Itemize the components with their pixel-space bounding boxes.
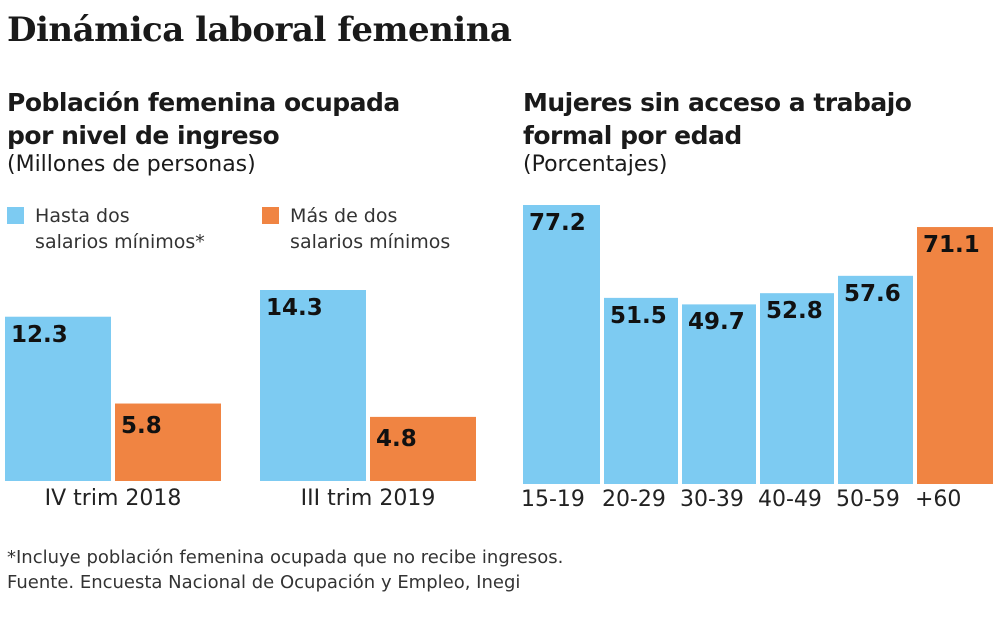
bar-mas-de-dos-0 [115, 403, 221, 481]
bar-value-label: 77.2 [529, 210, 586, 236]
legend-item-mas-de-dos: Más de dos salarios mínimos [262, 203, 450, 255]
bar-age-0 [523, 205, 600, 484]
bar-value-label: 49.7 [688, 309, 745, 336]
legend-label-line1: Más de dos [290, 205, 398, 227]
legend-swatch-orange [262, 207, 279, 224]
bar-hasta-dos-0 [5, 316, 111, 481]
left-chart-title-line2: por nivel de ingreso [7, 121, 280, 150]
bar-value-label: 4.8 [376, 425, 417, 452]
source: Fuente. Encuesta Nacional de Ocupación y… [7, 572, 521, 593]
legend-item-hasta-dos: Hasta dos salarios mínimos* [7, 203, 205, 255]
right-chart-unit: (Porcentajes) [523, 152, 668, 177]
category-label: +60 [915, 487, 962, 512]
category-label: 20-29 [602, 487, 666, 512]
left-chart-header: Población femenina ocupada por nivel de … [7, 86, 400, 177]
right-chart-title-line2: formal por edad [523, 121, 742, 150]
category-label: IV trim 2018 [44, 486, 182, 511]
bar-age-3 [760, 293, 834, 484]
bar-value-label: 71.1 [923, 232, 980, 259]
right-chart-title-line1: Mujeres sin acceso a trabajo [523, 88, 912, 117]
legend-label-line1: Hasta dos [35, 205, 130, 227]
category-label: 50-59 [836, 487, 900, 512]
bar-age-5 [917, 227, 993, 484]
bar-value-label: 14.3 [266, 295, 323, 321]
bar-value-label: 5.8 [121, 412, 162, 439]
bar-mas-de-dos-1 [370, 416, 476, 481]
legend-label-line2: salarios mínimos* [35, 231, 205, 253]
bar-value-label: 12.3 [11, 321, 68, 348]
category-label: 15-19 [521, 487, 585, 512]
category-label: 30-39 [680, 487, 744, 512]
legend-label-line2: salarios mínimos [290, 231, 451, 253]
bar-age-1 [604, 297, 678, 484]
bar-age-2 [682, 304, 756, 484]
bar-value-label: 57.6 [844, 280, 901, 307]
right-chart-header: Mujeres sin acceso a trabajo formal por … [523, 86, 912, 177]
bar-value-label: 52.8 [766, 298, 823, 325]
legend-swatch-blue [7, 207, 24, 224]
footer: *Incluye población femenina ocupada que … [7, 545, 563, 595]
footnote: *Incluye población femenina ocupada que … [7, 547, 564, 568]
left-chart-unit: (Millones de personas) [7, 152, 256, 177]
bar-value-label: 51.5 [610, 302, 667, 329]
page-title: Dinámica laboral femenina [7, 10, 512, 50]
bar-hasta-dos-1 [260, 290, 366, 481]
category-label: 40-49 [758, 487, 822, 512]
category-label: III trim 2019 [300, 486, 436, 511]
bar-age-4 [838, 275, 913, 484]
left-chart-title-line1: Población femenina ocupada [7, 88, 400, 117]
